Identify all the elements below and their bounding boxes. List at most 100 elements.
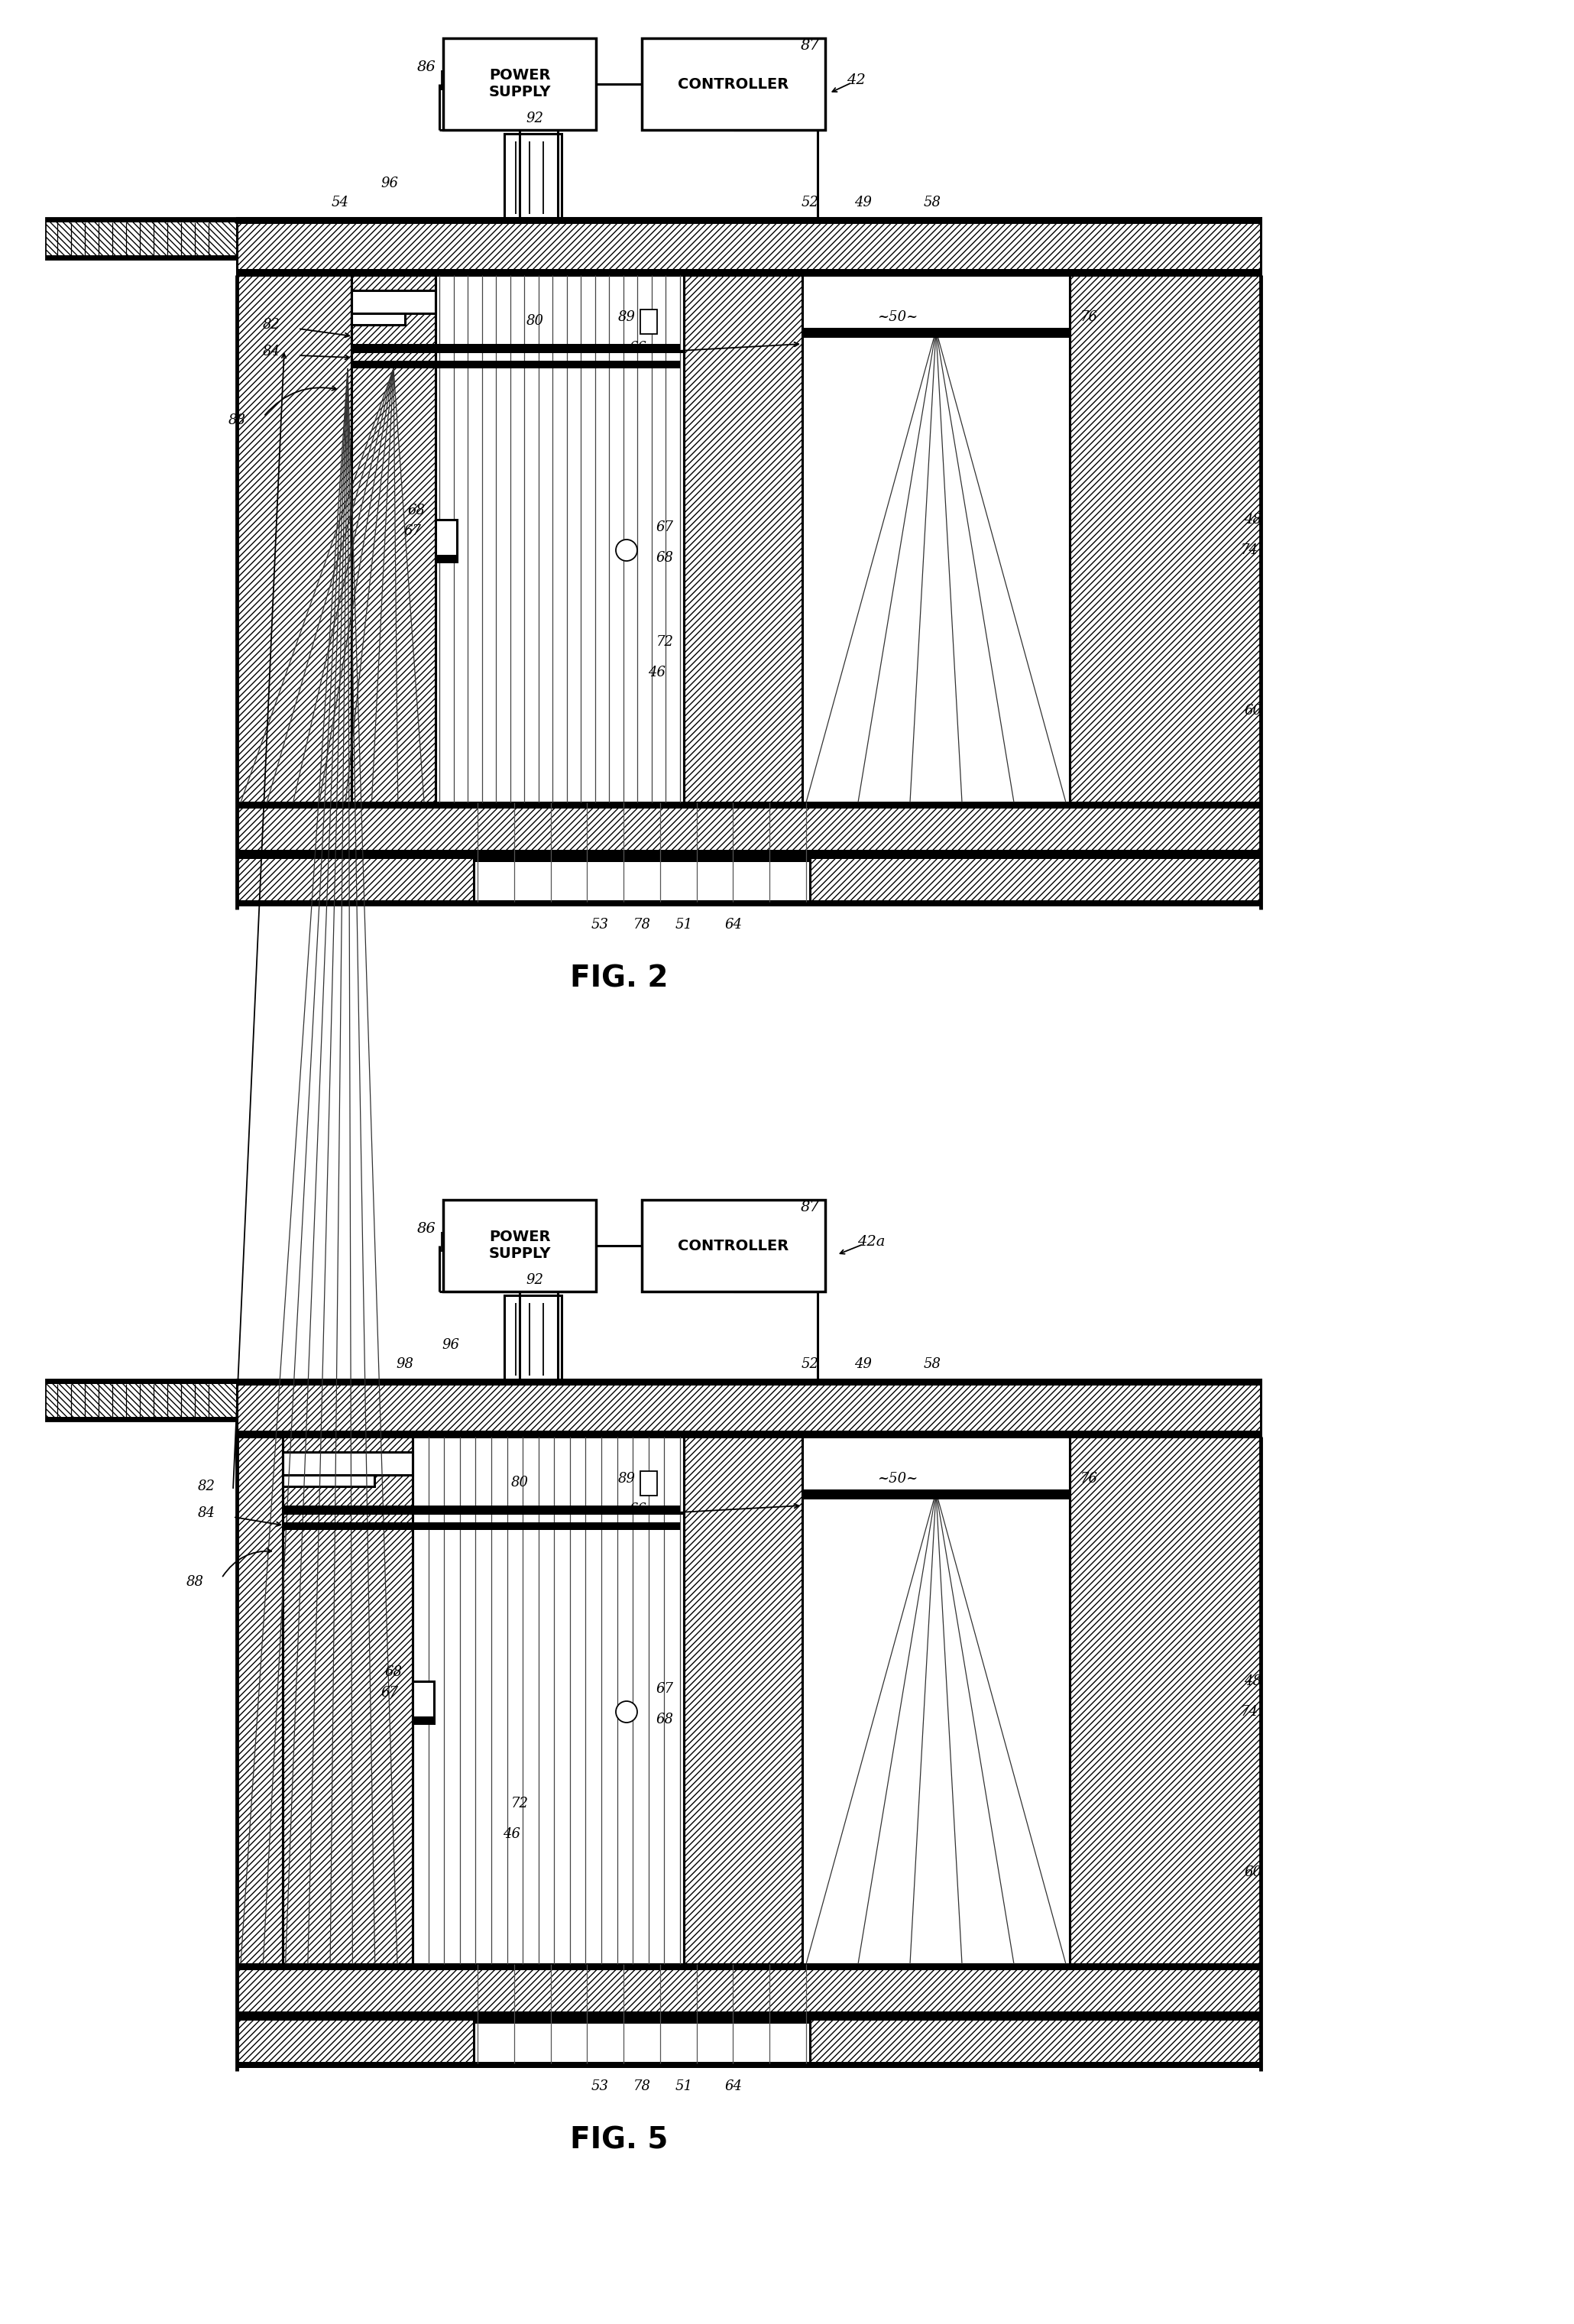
Bar	[803, 328, 1070, 337]
Bar	[351, 314, 405, 325]
Bar	[236, 218, 1261, 223]
Bar	[351, 360, 680, 370]
Text: 87: 87	[801, 40, 820, 53]
Bar	[283, 1436, 412, 1964]
Text: 64: 64	[724, 918, 743, 932]
Bar	[811, 855, 1261, 902]
Text: 89: 89	[617, 1471, 636, 1485]
Text: 67: 67	[656, 1683, 674, 1697]
Text: 78: 78	[633, 918, 650, 932]
Text: 88: 88	[186, 1576, 203, 1590]
Text: 82: 82	[197, 1480, 216, 1494]
Bar	[236, 1964, 1261, 2017]
Text: 84: 84	[197, 1506, 216, 1520]
Bar	[46, 256, 236, 260]
Bar	[641, 309, 656, 335]
Text: 80: 80	[512, 1476, 529, 1490]
Text: 68: 68	[408, 504, 425, 518]
Text: ~50~: ~50~	[877, 1471, 918, 1485]
Text: 76: 76	[1080, 1471, 1097, 1485]
Text: 87: 87	[801, 1202, 820, 1215]
Bar	[236, 1380, 1261, 1436]
Text: 88: 88	[228, 414, 246, 428]
Text: 42a: 42a	[858, 1234, 885, 1248]
Bar	[236, 855, 1261, 862]
Text: 48: 48	[1245, 514, 1262, 528]
Bar	[236, 2013, 1261, 2017]
Text: 66: 66	[630, 342, 647, 356]
Text: 67: 67	[656, 521, 674, 535]
Bar	[283, 1476, 375, 1487]
Text: 68: 68	[656, 551, 674, 565]
Bar	[46, 218, 236, 260]
Bar	[351, 274, 436, 802]
Bar	[683, 274, 803, 802]
Bar	[811, 2015, 1261, 2020]
Bar	[236, 851, 1261, 855]
Bar	[436, 521, 456, 562]
Bar	[46, 1380, 236, 1422]
Bar	[46, 1418, 236, 1422]
Text: FIG. 5: FIG. 5	[570, 2126, 667, 2154]
Text: 46: 46	[504, 1827, 521, 1841]
Text: 96: 96	[381, 177, 398, 191]
Bar	[236, 1436, 283, 1964]
Bar	[351, 344, 680, 353]
Bar	[46, 218, 236, 223]
Text: 58: 58	[924, 195, 941, 209]
Bar	[642, 1199, 825, 1292]
Text: 66: 66	[630, 1501, 647, 1515]
Bar	[504, 135, 562, 221]
Bar	[236, 274, 351, 802]
Text: 92: 92	[526, 112, 543, 125]
Bar	[351, 290, 436, 314]
Bar	[504, 1294, 562, 1383]
Text: POWER
SUPPLY: POWER SUPPLY	[488, 1229, 551, 1262]
Text: 74: 74	[1240, 1706, 1258, 1720]
Text: 76: 76	[1080, 311, 1097, 323]
Text: 68: 68	[384, 1666, 403, 1678]
Text: CONTROLLER: CONTROLLER	[678, 1239, 789, 1253]
Text: 52: 52	[801, 1357, 818, 1371]
Text: 67: 67	[381, 1685, 398, 1699]
Circle shape	[615, 1701, 637, 1722]
Bar	[236, 218, 1261, 274]
Text: 64: 64	[724, 2080, 743, 2094]
Bar	[444, 37, 597, 130]
Bar	[436, 555, 456, 562]
Bar	[683, 1436, 803, 1964]
Bar	[236, 2061, 1261, 2068]
Text: CONTROLLER: CONTROLLER	[678, 77, 789, 91]
Text: 60: 60	[1245, 1866, 1262, 1880]
Text: POWER
SUPPLY: POWER SUPPLY	[488, 67, 551, 100]
Circle shape	[615, 539, 637, 560]
Text: 74: 74	[1240, 544, 1258, 558]
Text: 80: 80	[526, 314, 543, 328]
Text: 48: 48	[1245, 1673, 1262, 1687]
Bar	[283, 1452, 412, 1476]
Text: 72: 72	[656, 634, 674, 648]
Text: 92: 92	[526, 1274, 543, 1287]
Bar	[236, 2017, 474, 2064]
Text: 89: 89	[617, 311, 636, 323]
Bar	[236, 1380, 1261, 1385]
Text: 52: 52	[801, 195, 818, 209]
Text: 86: 86	[417, 60, 436, 74]
Bar	[236, 1964, 1261, 1971]
Text: 98: 98	[397, 1357, 414, 1371]
Text: 51: 51	[675, 2080, 693, 2094]
Text: 49: 49	[855, 1357, 872, 1371]
Text: 84: 84	[263, 344, 280, 358]
Text: 53: 53	[590, 2080, 609, 2094]
Bar	[642, 37, 825, 130]
Bar	[236, 270, 1261, 274]
Bar	[811, 2017, 1261, 2064]
Bar	[236, 802, 1261, 809]
Bar	[412, 1680, 434, 1724]
Bar	[236, 1432, 1261, 1436]
Text: 68: 68	[656, 1713, 674, 1727]
Text: 51: 51	[675, 918, 693, 932]
Text: 60: 60	[1245, 704, 1262, 718]
Text: FIG. 2: FIG. 2	[570, 964, 667, 992]
Bar	[236, 855, 474, 902]
